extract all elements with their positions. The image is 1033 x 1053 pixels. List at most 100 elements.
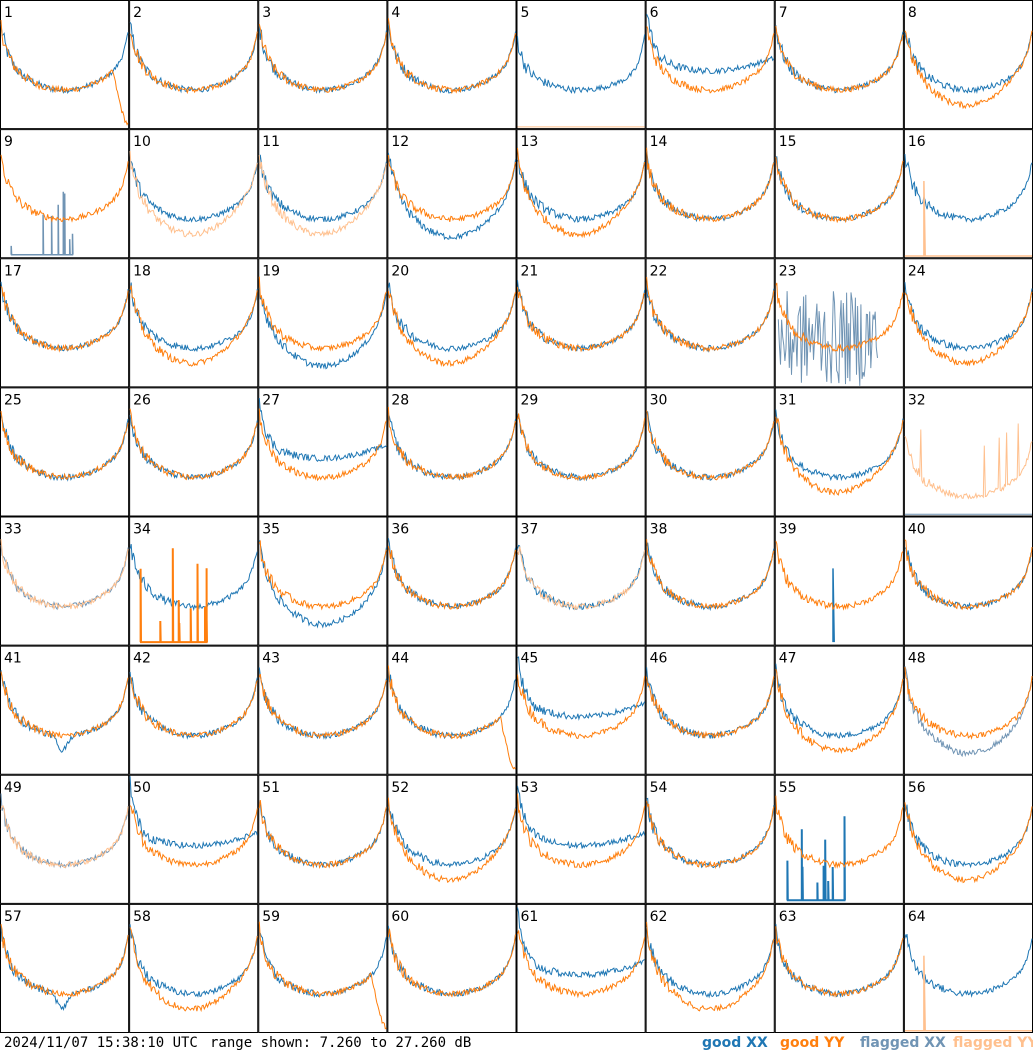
panel-label: 29 [521,392,539,408]
series-good-yy [387,665,516,770]
panel-frame [0,903,130,1033]
range-label: range shown: 7.260 to 27.260 dB [210,1035,472,1051]
panel-frame [774,129,904,259]
panel-label: 40 [908,522,926,538]
panel-label: 11 [262,134,280,150]
panel-label: 53 [521,780,539,796]
panel-label: 26 [133,392,151,408]
panel-30: 30 [645,387,775,517]
panel-frame [774,645,904,775]
series-good-xx [0,924,129,1011]
series-good-yy [775,25,904,94]
panel-23: 23 [774,258,904,388]
series-good-xx [517,656,646,721]
panel-frame [387,645,517,775]
panel-label: 19 [262,263,280,279]
series-good-xx [904,933,1033,998]
legend-flagged-xx: flagged XX [860,1035,946,1051]
series-good-yy [258,799,387,870]
panel-label: 7 [779,5,788,21]
panel-label: 21 [521,263,539,279]
panel-39: 39 [774,516,904,646]
panel-44: 44 [387,645,517,775]
panel-frame [516,258,646,388]
panel-28: 28 [387,387,517,517]
series-good-yy [775,540,904,611]
series-flagged-yy [904,180,1032,257]
series-flagged-xx [10,191,74,256]
series-good-yy [387,154,516,223]
panel-label: 46 [650,651,668,667]
series-flagged-yy [517,546,646,611]
panel-label: 33 [4,522,22,538]
panel-frame [129,0,259,130]
panel-frame [903,516,1033,646]
panel-33: 33 [0,516,130,646]
series-good-yy [258,921,387,1030]
panel-62: 62 [645,903,775,1033]
series-good-yy [139,548,208,644]
panel-51: 51 [258,774,388,904]
panel-3: 3 [258,0,388,130]
series-good-yy [646,539,775,610]
panel-label: 10 [133,134,151,150]
panel-frame [387,774,517,904]
panel-frame [645,129,775,259]
series-good-xx [517,34,646,94]
panel-1: 1 [0,0,130,130]
series-good-xx [387,806,516,869]
panel-11: 11 [258,129,388,259]
panel-label: 1 [4,5,13,21]
panel-label: 54 [650,780,668,796]
panel-label: 45 [521,651,539,667]
panel-frame [258,516,388,646]
series-good-xx [786,816,846,902]
panel-13: 13 [516,129,646,259]
panel-label: 3 [262,5,271,21]
panel-21: 21 [516,258,646,388]
panel-label: 39 [779,522,797,538]
panel-26: 26 [129,387,259,517]
series-good-yy [775,668,904,755]
panel-frame [0,258,130,388]
panel-38: 38 [645,516,775,646]
panel-18: 18 [129,258,259,388]
panel-label: 59 [262,909,280,925]
panel-label: 62 [650,909,668,925]
panel-frame [258,774,388,904]
series-flagged-yy [129,150,258,238]
panel-label: 37 [521,522,539,538]
series-good-yy [775,926,904,998]
series-good-xx [387,152,516,241]
series-good-xx [517,158,646,223]
panel-54: 54 [645,774,775,904]
panel-14: 14 [645,129,775,259]
panel-22: 22 [645,258,775,388]
panel-6: 6 [645,0,775,130]
series-good-yy [775,156,904,224]
panel-frame [0,387,130,517]
panel-60: 60 [387,903,517,1033]
panel-19: 19 [258,258,388,388]
panel-frame [645,516,775,646]
panel-frame [645,903,775,1033]
panel-label: 60 [391,909,409,925]
panel-43: 43 [258,645,388,775]
panel-frame [645,645,775,775]
panel-24: 24 [903,258,1033,388]
series-flagged-yy [258,154,387,238]
panel-20: 20 [387,258,517,388]
panel-frame [387,258,517,388]
panel-frame [129,516,259,646]
series-good-xx [904,282,1033,352]
series-good-yy [904,802,1033,884]
panel-49: 49 [0,774,130,904]
panel-36: 36 [387,516,517,646]
panel-label: 20 [391,263,409,279]
panel-label: 9 [4,134,13,150]
panel-15: 15 [774,129,904,259]
panel-48: 48 [903,645,1033,775]
panel-frame [774,774,904,904]
series-good-yy [904,30,1033,110]
